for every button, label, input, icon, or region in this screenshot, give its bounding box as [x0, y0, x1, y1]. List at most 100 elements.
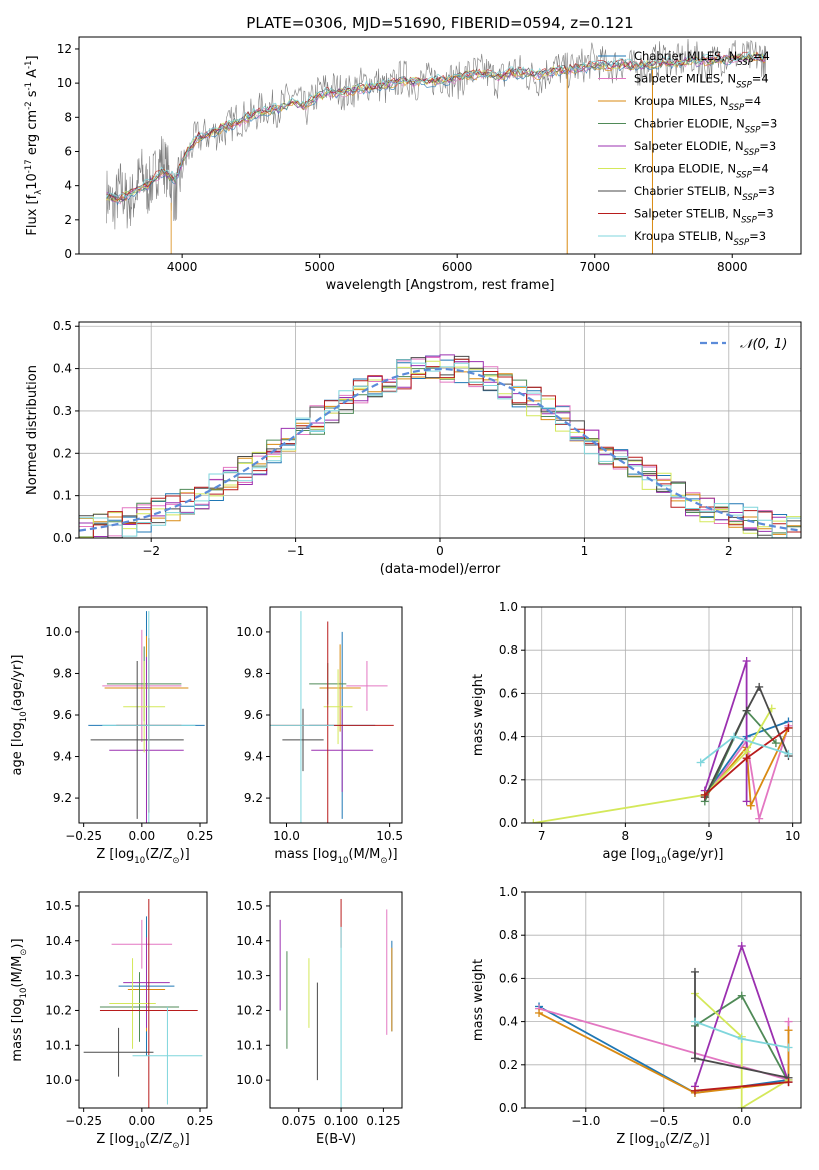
x-tick-label: 0.25: [187, 829, 214, 843]
mass-weight-marker: [737, 942, 746, 950]
mass-weight-line: [703, 660, 748, 802]
errorbar-point: [83, 1027, 154, 1077]
legend-label: Chabrier MILES, NSSP=4: [634, 49, 770, 68]
x-tick-label: 2: [725, 544, 733, 558]
mass-weight-marker: [696, 758, 705, 767]
y-tick-label: 10.0: [45, 1073, 72, 1087]
errorbar-point: [111, 919, 173, 969]
axes-age_vs_mass: 10.0 10.5 9.2 9.4 9.6 9.8 10.0 mass [log10(M/M⊙…: [236, 606, 403, 866]
plot-area: [106, 38, 767, 254]
x-tick-label: 0.100: [324, 1114, 358, 1128]
errorbar-point: [311, 708, 374, 792]
axes-mass_weight_vs_age: 7 8 9 10 0.0 0.2 0.4 0.6 0.8 1.0 age [log10(age/yr…: [471, 600, 802, 866]
y-tick-label: 2: [64, 213, 72, 227]
errorbar-point: [99, 898, 198, 1108]
plot-area: [88, 611, 205, 823]
x-tick-label: 6000: [442, 260, 473, 274]
x-tick-label: 1: [581, 544, 589, 558]
x-tick-label: −1.0: [571, 1114, 600, 1128]
y-tick-label: 9.8: [53, 666, 72, 680]
plot-area: [529, 657, 793, 823]
mass-weight-marker: [755, 682, 764, 691]
y-tick-label: 0.2: [499, 773, 518, 787]
x-tick-label: 0.0: [732, 1114, 751, 1128]
mass-weight-marker: [784, 1043, 793, 1052]
y-tick-label: 10.0: [236, 625, 263, 639]
y-tick-label: 0.8: [499, 643, 518, 657]
y-tick-label: 9.6: [53, 708, 72, 722]
x-tick-label: 7000: [579, 260, 610, 274]
y-tick-label: 0.0: [53, 531, 72, 545]
legend-label: 𝒩(0, 1): [740, 337, 787, 352]
errorbar-point: [282, 708, 324, 772]
errorbar-point: [109, 958, 156, 1049]
axes-frame: [78, 891, 208, 1109]
y-tick-label: 9.2: [53, 791, 72, 805]
x-tick-label: 10.5: [376, 829, 403, 843]
x-axis-label: E(B-V): [316, 1132, 356, 1147]
x-axis-label: wavelength [Angstrom, rest frame]: [326, 278, 555, 293]
x-tick-label: −2: [142, 544, 160, 558]
plot-area: [83, 898, 203, 1108]
mass-weight-marker: [690, 1017, 699, 1026]
y-tick-label: 9.6: [244, 708, 263, 722]
legend-label: Salpeter ELODIE, NSSP=3: [634, 139, 776, 158]
y-tick-label: 0.1: [53, 489, 72, 503]
y-tick-label: 9.8: [244, 666, 263, 680]
model-spectrum-line: [106, 53, 766, 201]
y-tick-label: 10.0: [236, 1073, 263, 1087]
errorbar-point: [102, 611, 196, 823]
errorbar-point: [102, 629, 182, 742]
axes-age_vs_Z: −0.25 0.00 0.25 9.2 9.4 9.6 9.8 10.0 Z [log10(Z/…: [10, 606, 214, 866]
legend-label: Kroupa ELODIE, NSSP=4: [634, 162, 769, 181]
axes-frame: [269, 891, 403, 1109]
mass-weight-marker: [737, 991, 746, 1000]
mass-weight-line: [533, 708, 773, 823]
y-tick-label: 0.5: [53, 319, 72, 333]
y-tick-label: 9.2: [244, 791, 263, 805]
y-axis-label: Flux [fλ10-17 erg cm-2 s-1 A-1]: [24, 55, 44, 235]
y-tick-label: 0.4: [53, 362, 72, 376]
mass-weight-marker: [784, 749, 793, 758]
mass-weight-marker: [784, 1026, 793, 1035]
errorbar-point: [319, 644, 361, 732]
axes-frame: [269, 606, 403, 824]
y-tick-label: 10.4: [236, 934, 263, 948]
x-axis-label: age [log10(age/yr)]: [603, 847, 724, 866]
x-tick-label: 10: [785, 829, 800, 843]
y-tick-label: 10.1: [45, 1038, 72, 1052]
y-tick-label: 0: [64, 247, 72, 261]
x-tick-label: 10.0: [273, 829, 300, 843]
mass-weight-marker: [784, 1078, 793, 1087]
mass-weight-marker: [742, 706, 751, 715]
mass-weight-marker: [742, 797, 751, 806]
errorbar-point: [270, 611, 334, 823]
mass-weight-marker: [529, 819, 538, 823]
y-tick-label: 6: [64, 144, 72, 158]
plot-area: [79, 354, 801, 538]
mass-weight-marker: [784, 1017, 793, 1026]
model-spectrum-line: [106, 51, 766, 198]
legend-label: Chabrier ELODIE, NSSP=3: [634, 117, 777, 136]
errorbar-point: [123, 937, 170, 1028]
x-tick-label: 9: [705, 829, 713, 843]
mass-weight-marker: [742, 657, 751, 665]
y-tick-label: 0.6: [499, 686, 518, 700]
mass-weight-marker: [737, 1034, 746, 1043]
x-tick-label: 0.00: [128, 829, 155, 843]
mass-weight-line: [703, 684, 790, 798]
mass-weight-marker: [690, 967, 699, 976]
mass-weight-marker: [746, 801, 755, 810]
y-tick-label: 9.4: [244, 750, 263, 764]
mass-weight-marker: [737, 1104, 746, 1108]
model-spectrum-line: [106, 51, 766, 201]
y-tick-label: 10.0: [45, 625, 72, 639]
errorbar-point: [99, 972, 180, 1042]
y-axis-label: mass [log10(M/M⊙)]: [10, 938, 29, 1061]
mass-weight-marker: [730, 732, 739, 741]
plot-area: [279, 898, 393, 1108]
mass-weight-marker: [690, 1054, 699, 1063]
y-axis-label: age [log10(age/yr)]: [10, 655, 29, 776]
y-tick-label: 12: [57, 42, 72, 56]
y-tick-label: 0.2: [53, 446, 72, 460]
